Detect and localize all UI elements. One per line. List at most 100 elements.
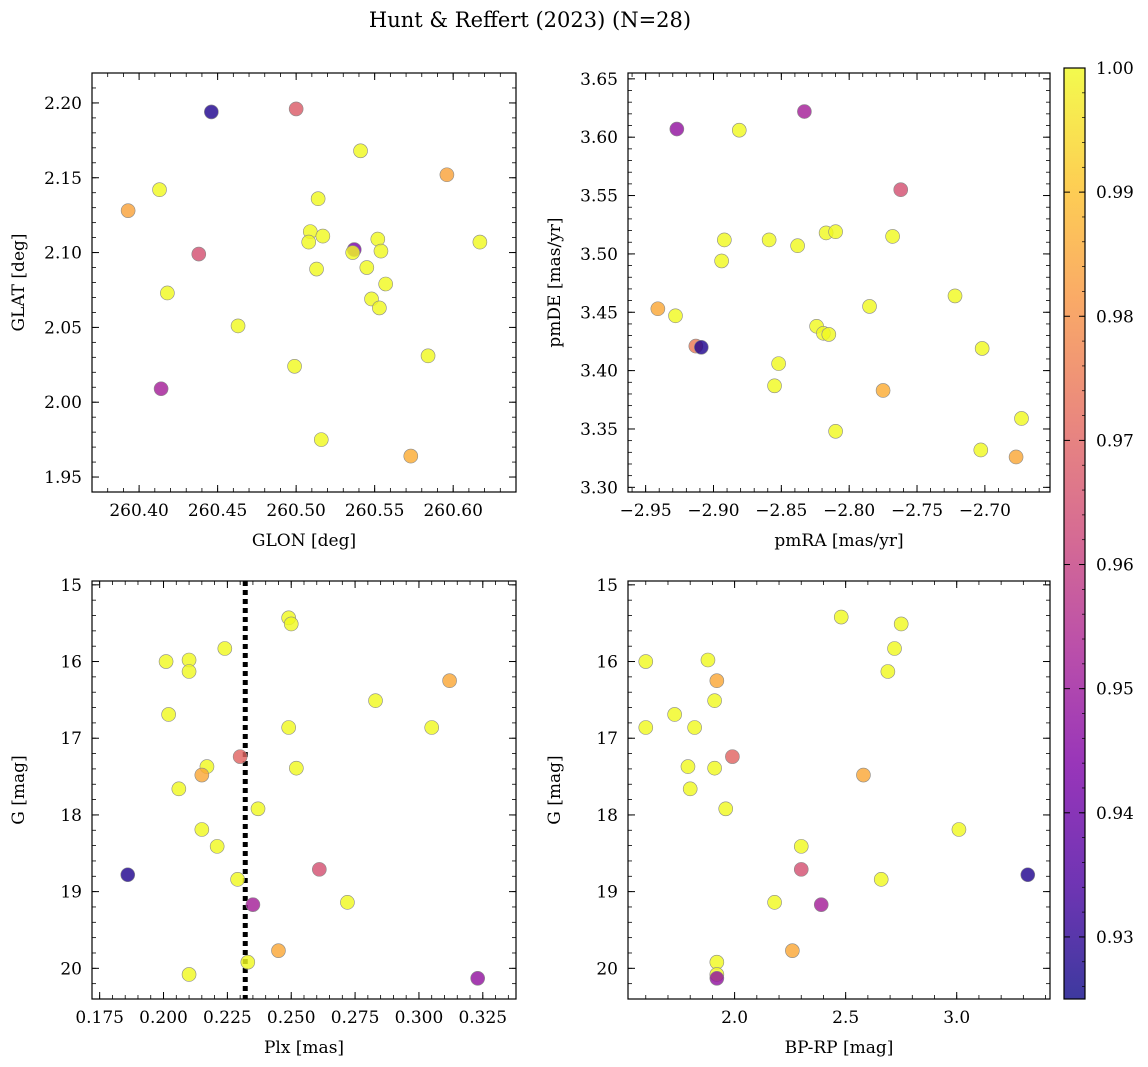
scatter-point: [120, 203, 136, 218]
scatter-point: [771, 356, 786, 371]
scatter-point: [731, 122, 747, 138]
scatter-point: [368, 693, 383, 708]
scatter-point: [687, 720, 702, 735]
scatter-point: [209, 839, 225, 854]
y-tick-label: 16: [596, 653, 618, 673]
scatter-point: [161, 707, 176, 722]
x-tick-label: 3.0: [943, 1008, 970, 1028]
scatter-point: [785, 943, 800, 958]
scatter-point: [281, 720, 296, 735]
colorbar-tick-label: 0.97: [1096, 431, 1134, 451]
figure-title: Hunt & Reffert (2023) (N=28): [369, 8, 691, 32]
scatter-point: [152, 182, 167, 198]
scatter-point: [761, 232, 777, 248]
scatter-point: [707, 693, 722, 708]
scatter-point: [442, 673, 457, 689]
y-tick-label: 15: [60, 576, 82, 596]
x-axis-label: GLON [deg]: [252, 531, 356, 551]
x-tick-label: −2.70: [959, 501, 1011, 521]
x-tick-label: 2.0: [721, 1008, 748, 1028]
scatter-point: [217, 641, 233, 656]
y-tick-label: 17: [596, 729, 618, 749]
ticks-plx-g: 0.175 0.200 0.225 0.250 0.275 0.300 0.325 15 16 1…: [60, 576, 516, 1028]
y-tick-label: 17: [60, 729, 82, 749]
axes-frame: [91, 72, 517, 493]
scatter-point: [171, 781, 187, 797]
scatter-point: [191, 246, 207, 262]
scatter-point: [709, 673, 725, 689]
scatter-point: [359, 260, 375, 275]
scatter-point: [793, 862, 809, 877]
panel-bprp-g: 2.0 2.5 3.0 15 16 17 18 19 20 BP-RP [mag] G [mag]: [545, 576, 1051, 1058]
scatter-point: [793, 839, 809, 854]
scatter-point: [313, 432, 329, 447]
y-tick-label: 3.50: [580, 245, 618, 265]
y-tick-label: 16: [60, 653, 82, 673]
scatter-point: [1014, 411, 1029, 426]
y-tick-label: 3.35: [580, 420, 618, 440]
scatter-point: [682, 781, 698, 797]
y-tick-label: 18: [60, 806, 82, 826]
y-tick-label: 20: [60, 959, 82, 979]
ticks-bprp-g: 2.0 2.5 3.0 15 16 17 18 19 20: [596, 576, 1050, 1028]
x-axis-label: pmRA [mas/yr]: [774, 531, 903, 551]
x-tick-label: 260.40: [109, 501, 168, 521]
scatter-point: [245, 897, 261, 912]
scatter-point: [288, 101, 304, 117]
y-tick-label: 18: [596, 806, 618, 826]
y-tick-label: 2.20: [44, 94, 82, 114]
colorbar: 0.93 0.94 0.95 0.96 0.97 0.98 0.99 1.00: [1063, 59, 1134, 1000]
x-tick-label: 0.200: [139, 1008, 188, 1028]
scatter-point: [717, 232, 732, 248]
scatter-point: [301, 234, 317, 250]
scatter-point: [973, 442, 989, 458]
scatter-point: [873, 872, 889, 887]
panel-plx-g: 0.175 0.200 0.225 0.250 0.275 0.300 0.325 15 16 1…: [9, 576, 517, 1058]
scatter-point: [310, 191, 326, 206]
x-tick-label: 0.325: [458, 1008, 507, 1028]
scatter-point: [709, 970, 725, 986]
x-tick-label: −2.80: [823, 501, 875, 521]
x-axis-label: Plx [mas]: [264, 1038, 344, 1058]
scatter-point: [680, 759, 696, 774]
scatter-point: [403, 448, 419, 464]
scatter-point: [693, 339, 709, 355]
scatter-point: [893, 182, 909, 198]
x-tick-label: −2.95: [620, 501, 672, 521]
scatter-point: [194, 822, 210, 837]
points-glon-glat: [120, 101, 488, 464]
y-tick-label: 1.95: [44, 468, 82, 488]
scatter-point: [120, 867, 136, 883]
scatter-point: [340, 895, 355, 910]
scatter-point: [472, 234, 488, 250]
scatter-point: [875, 383, 891, 398]
points-plx-g: [120, 610, 485, 986]
scatter-point: [232, 749, 248, 764]
y-tick-label: 3.30: [580, 478, 618, 498]
scatter-point: [439, 167, 455, 183]
x-tick-label: −2.75: [891, 501, 943, 521]
colorbar-gradient: [1064, 68, 1085, 999]
scatter-point: [378, 276, 393, 292]
axes-frame: [627, 72, 1051, 493]
y-axis-label: pmDE [mas/yr]: [545, 217, 565, 347]
scatter-point: [287, 358, 302, 374]
scatter-point: [709, 954, 725, 970]
scatter-point: [638, 720, 654, 735]
x-tick-label: 260.50: [266, 501, 325, 521]
colorbar-tick-label: 0.95: [1096, 680, 1134, 700]
scatter-point: [714, 253, 729, 269]
ticks-glon-glat: 260.40 260.45 260.50 260.55 260.60 1.95 2.00 2.…: [44, 72, 517, 521]
scatter-point: [885, 229, 900, 244]
colorbar-tick-label: 0.94: [1096, 804, 1134, 824]
scatter-point: [153, 381, 169, 397]
scatter-point: [856, 767, 871, 783]
points-pmra-pmde: [650, 104, 1029, 465]
x-tick-label: −2.90: [687, 501, 739, 521]
scatter-point: [181, 967, 197, 982]
scatter-point: [373, 243, 389, 259]
colorbar-frame: [1063, 67, 1086, 1000]
scatter-point: [194, 767, 210, 783]
scatter-point: [893, 616, 909, 632]
scatter-point: [951, 822, 967, 837]
